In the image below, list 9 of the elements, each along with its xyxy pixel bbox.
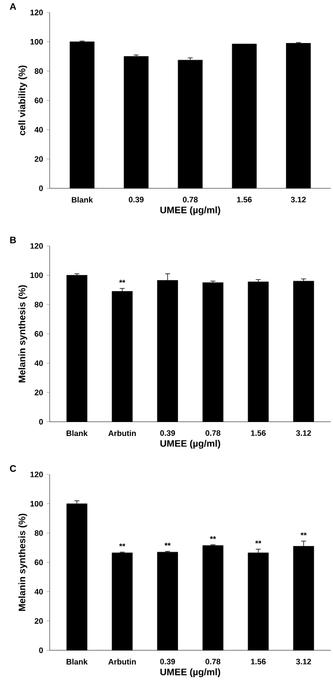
y-axis-title: Melanin synthesis (%) xyxy=(18,514,28,611)
x-axis-title: UMEE (µg/ml) xyxy=(160,206,220,216)
y-axis-title: Melanin synthesis (%) xyxy=(18,285,28,382)
chart-title: B xyxy=(10,236,16,244)
y-axis-title: cell viability (%) xyxy=(18,66,28,136)
x-axis-title: UMEE (µg/ml) xyxy=(160,668,220,678)
chart-title: A xyxy=(10,3,16,10)
chart-title: C xyxy=(10,465,16,472)
x-axis-title: UMEE (µg/ml) xyxy=(160,440,220,449)
